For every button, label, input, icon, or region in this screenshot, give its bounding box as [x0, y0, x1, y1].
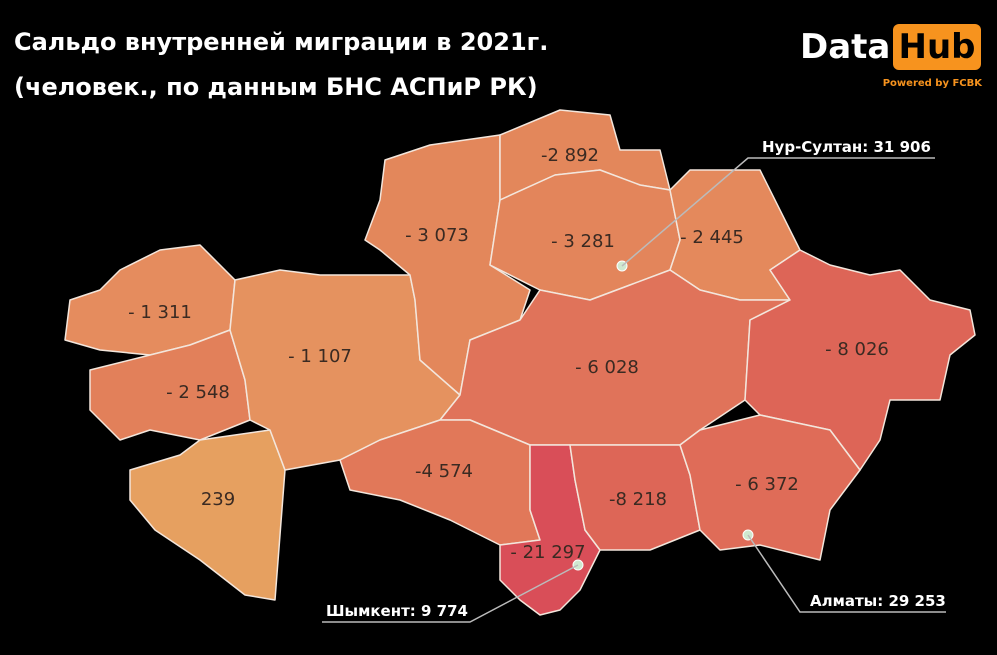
region-labels: - 1 311 - 2 548 239 - 1 107 - 3 073 -2 8… [128, 145, 889, 563]
logo-text: Data [800, 27, 890, 67]
callout-line [747, 534, 946, 613]
region-label: - 3 073 [405, 225, 469, 246]
regions [64, 109, 976, 616]
region-label: - 3 281 [551, 231, 615, 252]
region-label: -2 892 [541, 145, 599, 166]
logo-highlight: Hub [899, 27, 976, 67]
region [679, 414, 861, 561]
region [129, 429, 286, 601]
region-label: -8 218 [609, 489, 667, 510]
region-label: - 1 311 [128, 302, 192, 323]
region-label: - 1 107 [288, 346, 352, 367]
logo-tagline: Powered by FCBK [883, 78, 984, 89]
callout-line [322, 564, 579, 623]
region-label: - 2 548 [166, 382, 230, 403]
region-label: -4 574 [415, 461, 473, 482]
callout-line [621, 157, 935, 267]
region-label: 239 [201, 489, 235, 510]
region-label: - 6 028 [575, 357, 639, 378]
subtitle: (человек., по данным БНС АСПиР РК) [14, 73, 538, 101]
logo-box [893, 24, 981, 70]
city-label: Шымкент: 9 774 [326, 602, 468, 620]
city-label: Алматы: 29 253 [810, 592, 946, 610]
region-label: - 21 297 [510, 542, 585, 563]
city-label: Нур-Султан: 31 906 [762, 138, 931, 156]
region-label: - 8 026 [825, 339, 889, 360]
logo: Data Hub Powered by FCBK [800, 24, 983, 89]
region-label: - 2 445 [680, 227, 744, 248]
region-label: - 6 372 [735, 474, 799, 495]
title: Сальдо внутренней миграции в 2021г. [14, 28, 548, 56]
callouts: Нур-Султан: 31 906 Шымкент: 9 774 Алматы… [322, 138, 946, 623]
